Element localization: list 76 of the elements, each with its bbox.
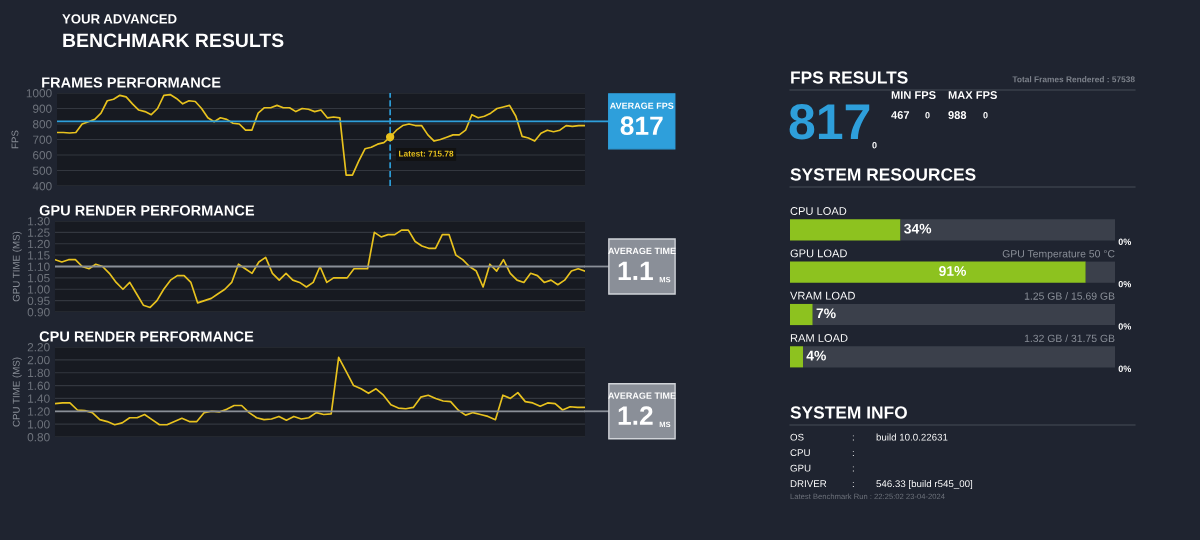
text: BENCHMARK RESULTS [63,33,284,48]
y-tick-label: 1.00 [28,420,50,429]
text: : [852,481,854,488]
category-label: GPU LOAD [790,249,847,258]
text: 0% [1118,323,1132,330]
data-label: 91% [939,266,967,276]
y-tick-label: 500 [32,166,52,175]
text: AVERAGE FPS [609,102,674,109]
ref-line-label: 1.1 [618,261,653,280]
text: MAX FPS [948,91,997,99]
text: 0 [872,142,877,149]
text: 988 [948,111,967,119]
y-tick-label: 0.90 [27,308,50,317]
data-label: 34% [904,223,932,234]
category-label: CPU LOAD [790,207,847,215]
y-tick-label: 1.40 [28,394,50,403]
text: SYSTEM INFO [790,406,907,419]
text: FPS RESULTS [791,71,908,84]
text: build 10.0.22631 [876,433,948,441]
y-tick-label: 1.00 [28,285,50,294]
text: 0 [925,112,930,119]
y-tick-label: 1.20 [28,239,50,249]
text: 467 [891,111,910,119]
ref-line-label: 817 [620,116,663,136]
y-tick-label: 1.10 [28,262,50,271]
y-axis-title: GPU TIME (MS) [12,231,22,302]
y-tick-label: 600 [33,151,52,160]
y-tick-label: 0.95 [27,296,50,306]
y-axis-title: FPS [11,130,19,149]
category-label: CPU [790,449,810,457]
text: : [852,450,854,457]
text: 0% [1118,280,1132,288]
y-tick-label: 2.00 [27,355,50,365]
category-label: OS [790,433,804,441]
y-tick-label: 1.60 [28,381,50,390]
chart-title: GPU RENDER PERFORMANCE [39,205,255,216]
annotation: Latest: 715.78 [399,150,454,157]
y-axis-title: CPU TIME (MS) [12,357,22,427]
category-label: VRAM LOAD [790,291,855,300]
chart-title: CPU RENDER PERFORMANCE [39,331,254,342]
text: 0 [983,112,988,119]
y-tick-label: 1.20 [28,407,50,416]
ref-line-label: 1.2 [618,406,653,425]
y-tick-label: 1000 [26,89,52,98]
y-tick-label: 900 [33,104,52,113]
data-label: 7% [816,308,836,319]
y-tick-label: 1.25 [28,228,50,237]
category-label: RAM LOAD [790,334,848,342]
y-tick-label: 1.05 [28,273,50,283]
chart-title: FRAMES PERFORMANCE [42,77,221,88]
text: 0% [1118,365,1132,372]
text: 0% [1118,238,1132,245]
y-tick-label: 400 [32,182,52,191]
y-tick-label: 0.80 [27,433,50,442]
text: 817 [789,104,870,140]
text: Total Frames Rendered : 57538 [1012,76,1135,83]
text: : [852,466,854,472]
y-tick-label: 700 [33,135,52,144]
annotation: 1.32 GB / 31.75 GB [1024,334,1115,343]
y-tick-label: 1.30 [28,217,50,226]
category-label: DRIVER [790,480,827,488]
text: YOUR ADVANCED [62,14,177,24]
chart-title: SYSTEM RESOURCES [790,168,976,181]
data-label: 4% [806,350,826,361]
category-label: GPU [790,464,811,472]
annotation: GPU Temperature 50 °C [1002,250,1115,260]
text: AVERAGE TIME [608,247,676,255]
text: MIN FPS [891,91,936,99]
y-tick-label: 800 [32,120,52,129]
text: 546.33 [build r545_00] [876,479,973,490]
y-tick-label: 2.20 [27,343,50,352]
annotation: 1.25 GB / 15.69 GB [1024,292,1115,300]
y-tick-label: 1.15 [28,251,50,260]
text: AVERAGE TIME [608,392,676,399]
y-tick-label: 1.80 [28,368,50,378]
text: : [852,435,854,441]
